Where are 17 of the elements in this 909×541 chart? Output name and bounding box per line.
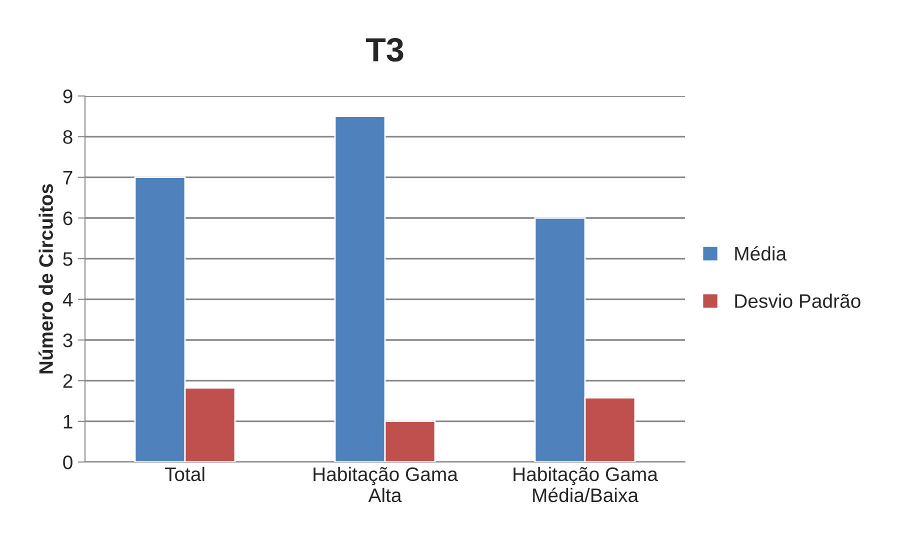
legend-label: Desvio Padrão	[735, 294, 860, 308]
y-tick-label: 5	[63, 252, 72, 266]
y-tick-label: 1	[64, 415, 72, 428]
y-tick-label: 4	[62, 293, 73, 306]
y-axis-title: Número de Circuitos	[38, 184, 53, 374]
chart-title: T3	[366, 38, 404, 62]
y-tick-label: 7	[63, 171, 72, 184]
legend-label: Média	[735, 246, 787, 261]
x-tick-label: Habitação Gama Média/Baixa	[514, 466, 658, 502]
y-tick-label: 0	[63, 455, 72, 470]
y-tick-label: 6	[63, 211, 72, 226]
y-tick-label: 9	[63, 89, 72, 104]
y-tick-label: 3	[63, 333, 72, 348]
y-tick-label: 2	[63, 374, 72, 388]
x-tick-label: Habitação Gama Alta	[314, 466, 458, 502]
y-tick-label: 8	[63, 130, 72, 144]
x-tick-label: Total	[164, 466, 204, 482]
